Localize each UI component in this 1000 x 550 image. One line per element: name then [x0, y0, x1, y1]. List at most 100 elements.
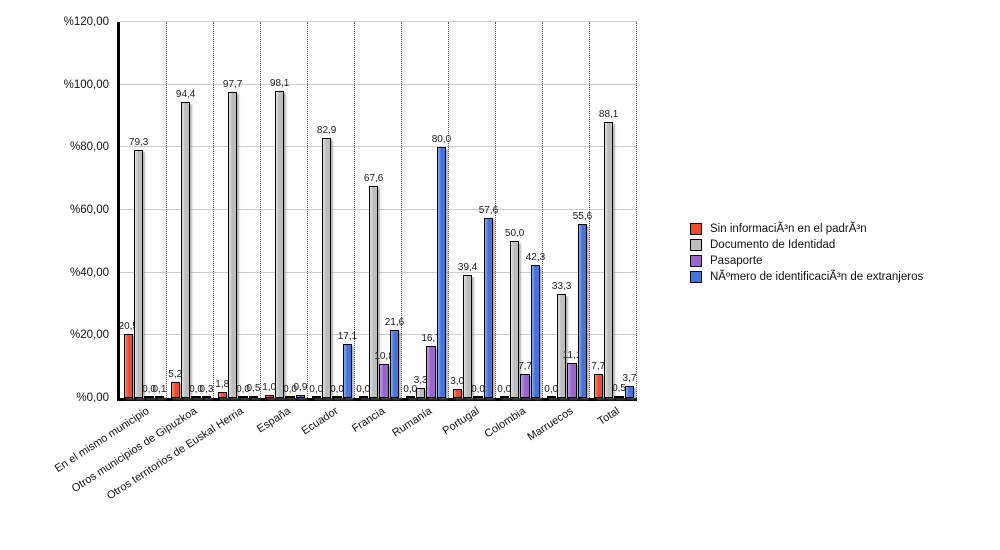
x-tick-label: España [255, 405, 294, 436]
bar [285, 396, 295, 398]
x-tick-label: Ecuador [299, 405, 341, 438]
bar [368, 186, 379, 398]
legend-swatch-icon [690, 271, 702, 283]
y-tick-label: %20,00 [69, 329, 109, 342]
bar [238, 396, 248, 398]
bar [405, 396, 415, 398]
plot-area: 20,5 79,3 0,0 0,1 5,2 94,4 0,0 0,3 1,8 97,7 0,0 0,5… [117, 21, 637, 401]
bar [248, 396, 259, 398]
bar [415, 388, 426, 398]
value-label: 7,7 [591, 361, 606, 372]
value-label: 79,3 [128, 137, 149, 148]
y-tick-label: %120,00 [63, 16, 109, 28]
y-tick-label: %60,00 [69, 204, 109, 216]
bar [567, 363, 577, 398]
bar [358, 396, 368, 398]
category-separator [542, 22, 543, 398]
x-tick-label: Colombia [482, 405, 529, 441]
value-label: 88,1 [598, 109, 619, 120]
value-label: 10,8 [374, 351, 394, 362]
value-label: 17,1 [337, 331, 358, 342]
value-label: 3,3 [413, 375, 428, 386]
value-label: 0,0 [309, 384, 324, 395]
category-separator [495, 22, 496, 398]
bar [483, 218, 494, 398]
bar [593, 374, 603, 398]
category-separator [589, 22, 590, 398]
gridline [120, 83, 637, 85]
value-label: 67,6 [363, 173, 384, 184]
value-label: 0,0 [544, 384, 559, 395]
category-separator [354, 22, 355, 398]
gridline [120, 209, 637, 210]
bar [133, 150, 144, 398]
value-label: 0,0 [189, 384, 203, 395]
legend-item: NÃºmero de identificaciÃ³n de extranjero… [690, 270, 923, 284]
value-label: 0,0 [283, 384, 297, 395]
legend-label: Pasaporte [710, 255, 763, 267]
category-separator [166, 22, 167, 398]
value-label: 1,0 [262, 382, 277, 393]
legend-swatch-icon [690, 255, 702, 267]
bar [603, 122, 614, 398]
legend-label: Sin informaciÃ³n en el padrÃ³n [710, 223, 867, 235]
bar [614, 396, 624, 398]
bar [436, 147, 447, 398]
bar [462, 275, 473, 398]
bar [546, 396, 556, 398]
bar [624, 386, 635, 398]
gridline [120, 146, 637, 148]
legend-label: Documento de Identidad [710, 239, 836, 251]
value-label: 39,4 [457, 262, 478, 273]
value-label: 11,1 [562, 350, 582, 361]
value-label: 0,9 [293, 382, 308, 393]
bar [556, 294, 567, 398]
gridline [120, 271, 637, 273]
x-tick-label: Total [596, 405, 623, 428]
bar [321, 138, 332, 398]
value-label: 3,7 [622, 373, 637, 384]
bar [123, 334, 133, 398]
bar [426, 346, 436, 398]
bar [342, 344, 353, 398]
value-label: 33,3 [551, 281, 572, 292]
x-tick-label: Marruecos [524, 405, 576, 444]
value-label: 3,0 [450, 376, 465, 387]
value-label: 16,7 [421, 333, 441, 344]
value-label: 0,0 [236, 384, 250, 395]
value-label: 42,3 [525, 252, 546, 263]
value-label: 55,6 [572, 211, 593, 222]
bar [499, 396, 509, 398]
y-tick-label: %100,00 [63, 78, 109, 91]
value-label: 0,0 [403, 384, 418, 395]
value-label: 5,2 [168, 369, 183, 380]
category-separator [636, 22, 637, 398]
legend-swatch-icon [690, 223, 702, 235]
bar [379, 364, 389, 398]
legend-item: Documento de Identidad [690, 238, 923, 252]
value-label: 82,9 [316, 125, 337, 136]
legend: Sin informaciÃ³n en el padrÃ³n Documento … [690, 220, 923, 286]
value-label: 50,0 [504, 228, 525, 239]
value-label: 80,0 [431, 134, 452, 145]
y-tick-label: %40,00 [69, 266, 109, 279]
value-label: 1,8 [215, 379, 230, 390]
category-separator [401, 22, 402, 398]
x-tick-label: Francia [349, 405, 388, 436]
bar [452, 389, 462, 398]
value-label: 7,7 [518, 361, 532, 372]
bar [170, 382, 180, 398]
category-separator [307, 22, 308, 398]
value-label: 57,6 [478, 205, 499, 216]
bar [311, 396, 321, 398]
value-label: 0,0 [471, 384, 485, 395]
y-tick-label: %0,00 [76, 392, 109, 404]
value-label: 0,5 [246, 383, 261, 394]
bar [201, 396, 212, 398]
value-label: 20,5 [118, 321, 138, 332]
legend-label: NÃºmero de identificaciÃ³n de extranjero… [710, 271, 924, 283]
bar [264, 395, 274, 398]
y-tick-label: %80,00 [69, 141, 109, 154]
value-label: 0,3 [199, 384, 214, 395]
